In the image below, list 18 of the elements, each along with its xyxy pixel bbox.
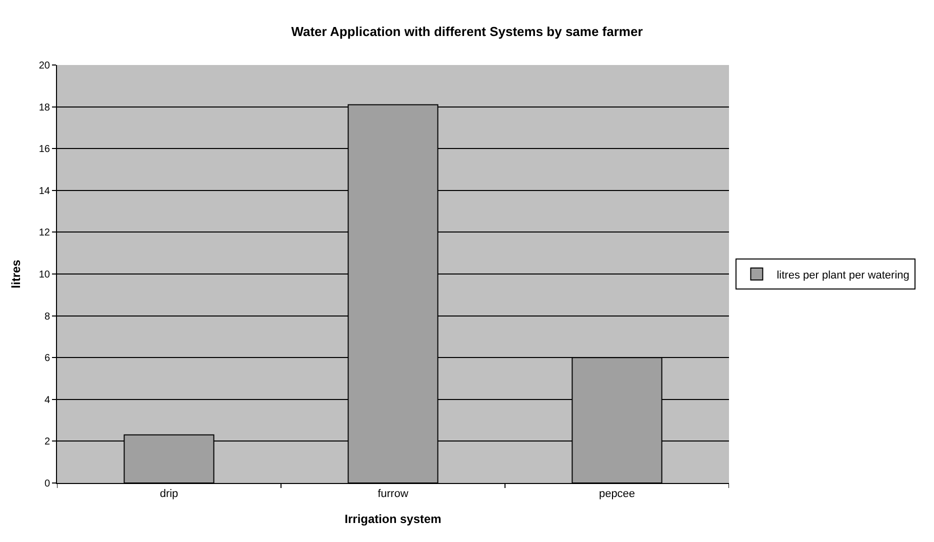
y-tick-label: 10 [38,270,50,280]
x-tick-label: drip [160,488,178,500]
y-tick-label: 14 [38,186,50,197]
y-tick-label: 4 [44,394,50,406]
y-tick-label: 6 [44,353,50,364]
y-tick-label: 18 [38,102,50,114]
chart-title: Water Application with different Systems by same farmer [291,24,643,40]
y-tick-label: 20 [38,60,50,72]
y-axis-title: litres [9,259,24,288]
x-tick-label: pepcee [598,488,636,500]
x-axis-title: Irrigation system [344,512,442,526]
legend-label: litres per plant per watering [776,269,910,282]
y-tick-label: 8 [44,311,50,322]
y-tick-label: 0 [44,478,50,490]
y-tick-label: 2 [44,436,50,448]
x-tick-label: furrow [378,488,408,500]
y-tick-label: 16 [38,144,50,156]
y-tick-label: 12 [38,228,50,239]
